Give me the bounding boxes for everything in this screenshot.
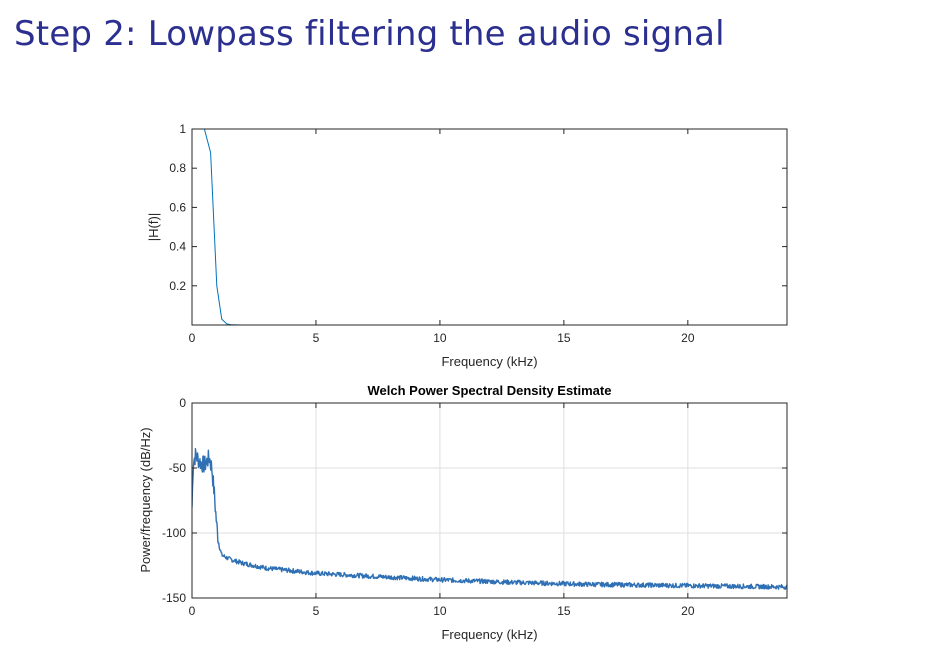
y-axis-label: |H(f)| (146, 213, 161, 241)
x-axis-label: Frequency (kHz) (441, 627, 537, 642)
y-tick-label: 0.4 (169, 240, 186, 254)
x-tick-label: 15 (557, 331, 571, 345)
y-tick-label: 0.6 (169, 200, 186, 214)
y-tick-label: 0 (179, 396, 186, 410)
slide-title: Step 2: Lowpass filtering the audio sign… (14, 14, 725, 54)
x-tick-label: 5 (313, 331, 320, 345)
x-tick-label: 15 (557, 604, 571, 618)
y-tick-labels: 0 -50 -100 -150 (162, 396, 186, 605)
x-tick-label: 20 (681, 331, 695, 345)
axes-box (191, 128, 788, 326)
series-line (192, 448, 787, 590)
tick-marks (191, 128, 787, 325)
x-tick-labels: 0 5 10 15 20 (189, 331, 695, 345)
x-tick-label: 10 (433, 604, 447, 618)
y-axis-label: Power/frequency (dB/Hz) (138, 427, 153, 572)
x-tick-label: 5 (313, 604, 320, 618)
psd-plot: Welch Power Spectral Density Estimate 0 5… (138, 383, 788, 642)
series-group (192, 448, 787, 590)
plot-title: Welch Power Spectral Density Estimate (368, 383, 612, 398)
y-tick-label: 0.8 (169, 161, 186, 175)
y-tick-label: 1 (179, 122, 186, 136)
y-tick-label: -50 (169, 461, 187, 475)
y-tick-label: -100 (162, 526, 186, 540)
y-tick-label: -150 (162, 591, 186, 605)
x-tick-label: 20 (681, 604, 695, 618)
x-tick-labels: 0 5 10 15 20 (189, 604, 695, 618)
y-tick-label: 0.2 (169, 279, 186, 293)
tick-marks (191, 402, 787, 599)
y-tick-labels: 0.2 0.4 0.6 0.8 1 (169, 122, 186, 293)
x-axis-label: Frequency (kHz) (441, 354, 537, 369)
filter-response-plot: 0 5 10 15 20 0.2 0.4 0.6 0.8 1 Frequency (kHz) |… (146, 122, 788, 369)
axes-box (191, 402, 788, 599)
x-tick-label: 0 (189, 604, 196, 618)
x-tick-label: 10 (433, 331, 447, 345)
x-tick-label: 0 (189, 331, 196, 345)
